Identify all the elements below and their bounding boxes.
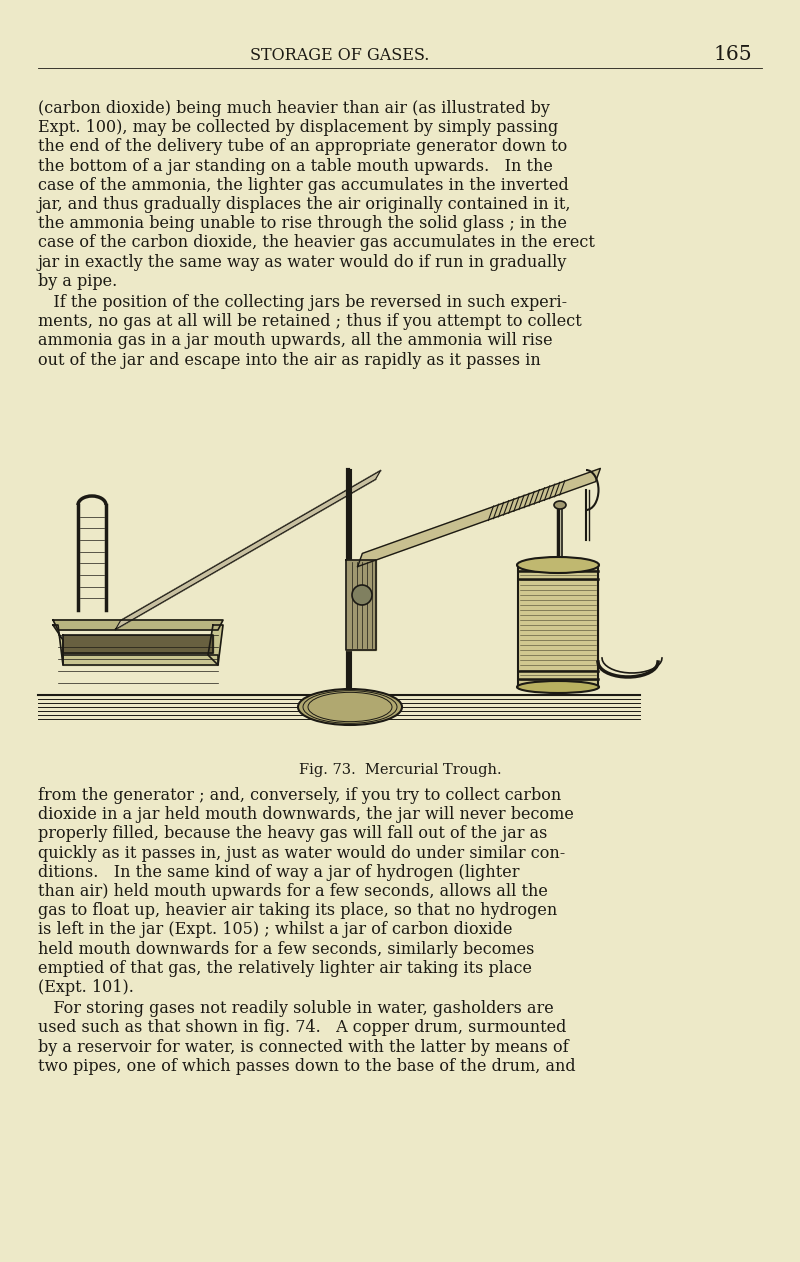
Text: jar in exactly the same way as water would do if run in gradually: jar in exactly the same way as water wou… <box>38 254 567 270</box>
Polygon shape <box>518 565 598 687</box>
Polygon shape <box>115 471 381 630</box>
Text: Expt. 100), may be collected by displacement by simply passing: Expt. 100), may be collected by displace… <box>38 119 558 136</box>
Text: by a pipe.: by a pipe. <box>38 273 118 290</box>
Text: ditions.   In the same kind of way a jar of hydrogen (lighter: ditions. In the same kind of way a jar o… <box>38 863 519 881</box>
Polygon shape <box>208 625 223 665</box>
Text: quickly as it passes in, just as water would do under similar con-: quickly as it passes in, just as water w… <box>38 844 566 862</box>
Text: STORAGE OF GASES.: STORAGE OF GASES. <box>250 47 430 63</box>
Polygon shape <box>63 635 213 652</box>
Text: gas to float up, heavier air taking its place, so that no hydrogen: gas to float up, heavier air taking its … <box>38 902 558 919</box>
Text: ammonia gas in a jar mouth upwards, all the ammonia will rise: ammonia gas in a jar mouth upwards, all … <box>38 332 553 350</box>
Text: out of the jar and escape into the air as rapidly as it passes in: out of the jar and escape into the air a… <box>38 352 541 369</box>
Ellipse shape <box>554 501 566 509</box>
Text: by a reservoir for water, is connected with the latter by means of: by a reservoir for water, is connected w… <box>38 1039 569 1055</box>
Ellipse shape <box>517 557 599 573</box>
Text: the end of the delivery tube of an appropriate generator down to: the end of the delivery tube of an appro… <box>38 139 567 155</box>
Polygon shape <box>63 655 218 665</box>
Text: (carbon dioxide) being much heavier than air (as illustrated by: (carbon dioxide) being much heavier than… <box>38 100 550 117</box>
Polygon shape <box>53 625 63 665</box>
Text: ments, no gas at all will be retained ; thus if you attempt to collect: ments, no gas at all will be retained ; … <box>38 313 582 331</box>
Text: jar, and thus gradually displaces the air originally contained in it,: jar, and thus gradually displaces the ai… <box>38 196 571 213</box>
Text: For storing gases not readily soluble in water, gasholders are: For storing gases not readily soluble in… <box>38 1001 554 1017</box>
Text: is left in the jar (Expt. 105) ; whilst a jar of carbon dioxide: is left in the jar (Expt. 105) ; whilst … <box>38 921 513 939</box>
Text: from the generator ; and, conversely, if you try to collect carbon: from the generator ; and, conversely, if… <box>38 787 562 804</box>
Polygon shape <box>358 468 600 567</box>
Ellipse shape <box>298 689 402 724</box>
Circle shape <box>352 586 372 604</box>
Text: properly filled, because the heavy gas will fall out of the jar as: properly filled, because the heavy gas w… <box>38 825 547 843</box>
Text: 165: 165 <box>714 45 752 64</box>
Text: two pipes, one of which passes down to the base of the drum, and: two pipes, one of which passes down to t… <box>38 1058 576 1075</box>
Text: than air) held mouth upwards for a few seconds, allows all the: than air) held mouth upwards for a few s… <box>38 883 548 900</box>
Text: used such as that shown in fig. 74.   A copper drum, surmounted: used such as that shown in fig. 74. A co… <box>38 1020 566 1036</box>
Text: case of the ammonia, the lighter gas accumulates in the inverted: case of the ammonia, the lighter gas acc… <box>38 177 569 194</box>
Polygon shape <box>53 620 223 630</box>
Text: the ammonia being unable to rise through the solid glass ; in the: the ammonia being unable to rise through… <box>38 216 567 232</box>
Text: (Expt. 101).: (Expt. 101). <box>38 979 134 996</box>
Ellipse shape <box>517 681 599 693</box>
Text: the bottom of a jar standing on a table mouth upwards.   In the: the bottom of a jar standing on a table … <box>38 158 553 174</box>
Text: emptied of that gas, the relatively lighter air taking its place: emptied of that gas, the relatively ligh… <box>38 960 532 977</box>
Text: Fig. 73.  Mercurial Trough.: Fig. 73. Mercurial Trough. <box>298 764 502 777</box>
Polygon shape <box>346 560 376 650</box>
Text: dioxide in a jar held mouth downwards, the jar will never become: dioxide in a jar held mouth downwards, t… <box>38 806 574 823</box>
Text: case of the carbon dioxide, the heavier gas accumulates in the erect: case of the carbon dioxide, the heavier … <box>38 235 595 251</box>
Text: If the position of the collecting jars be reversed in such experi-: If the position of the collecting jars b… <box>38 294 567 310</box>
Text: held mouth downwards for a few seconds, similarly becomes: held mouth downwards for a few seconds, … <box>38 940 534 958</box>
